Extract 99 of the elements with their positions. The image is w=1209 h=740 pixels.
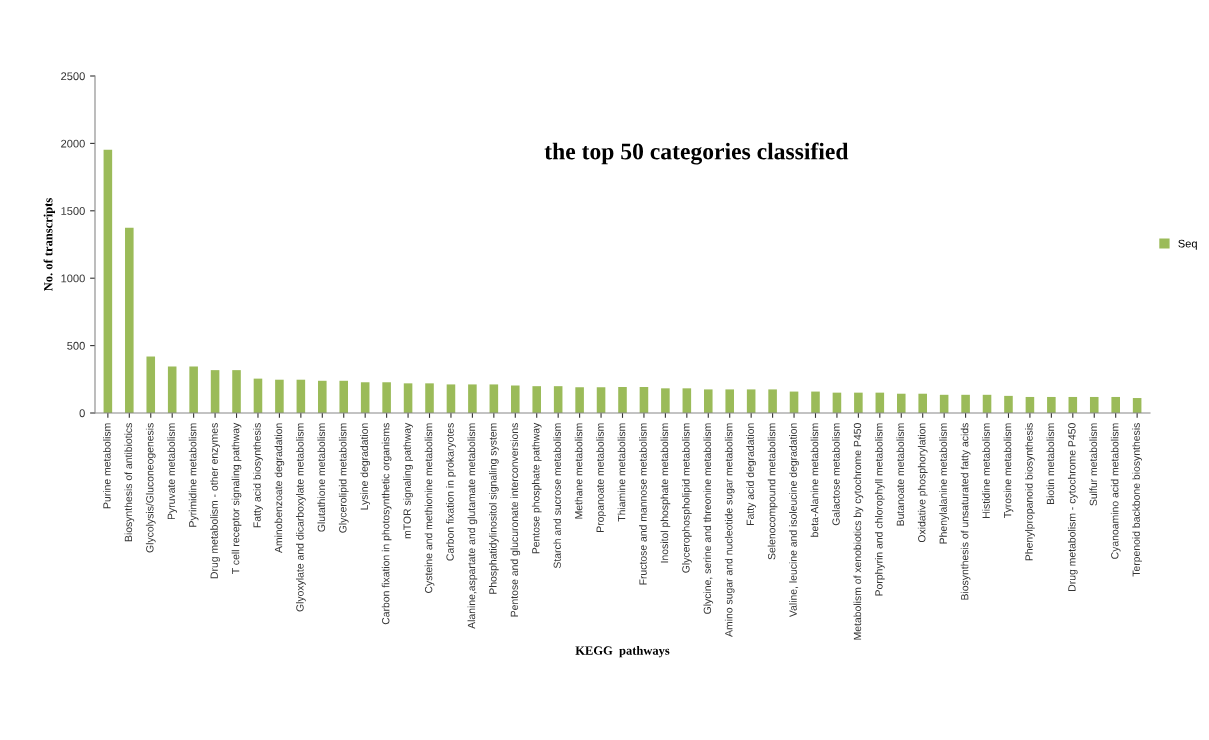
x-tick-label: Pyruvate metabolism [167,423,178,520]
bar [275,379,284,413]
x-tick-label: Inositol phosphate metabolism [660,423,671,563]
x-tick-label: Tyrosine metabolism [1003,423,1014,518]
x-tick-label: Methane metabolism [574,423,583,519]
x-tick-label: Butanoate metabolism [896,423,905,526]
bar [446,384,456,413]
bar [189,366,198,413]
x-tick-label: Glyoxylate and dicarboxylate metabolism [296,423,306,612]
y-tick-label: 2500 [61,72,85,81]
y-tick-label: 0 [79,409,85,418]
x-tick-label: Fatty acid biosynthesis [253,423,263,528]
bar [703,389,713,413]
bar [360,382,370,413]
x-tick-label: Terpenoid backbone biosynthesis [1132,423,1142,577]
x-tick-label: Fructose and mannose metabolism [639,423,647,585]
bar [532,386,542,413]
x-tick-label: Biosynthesis of antibiotics [124,423,135,542]
x-tick-label: Metabolism of xenobiotics by cytochrome P450 [853,423,864,640]
x-tick-label: Glycine, serine and threonine metabolism [703,423,714,614]
x-tick-label: mTOR signaling pathway [403,422,413,539]
bar [918,393,927,413]
x-axis-title: KEGG pathways [575,645,670,658]
bar [511,385,520,413]
bar [1047,396,1056,413]
bar [210,370,220,413]
bar [382,382,391,413]
x-tick-label: Glycerolipid metabolism [338,423,349,533]
legend-label: Seq [1178,239,1197,250]
bar [682,388,692,413]
bar [896,393,906,413]
bar [811,391,820,413]
x-tick-label: Starch and sucrose metabolism [553,423,561,569]
x-tick-label: Valine, leucine and isoleucine degradation [789,423,799,618]
bar [103,149,113,413]
x-tick-label: Oxidative phosphorylation [917,423,928,543]
x-tick-label: Sulfur metabolism [1089,423,1098,506]
bar [318,380,327,413]
bar [1111,396,1120,413]
bar [146,356,156,413]
x-tick-label: Phosphatidylinositol signaling system [488,423,499,594]
x-tick-label: Purine metabolism [103,423,111,509]
x-tick-label: Propanoate metabolism [596,423,606,532]
bar [125,227,134,413]
bar [167,366,177,413]
bar [854,392,863,413]
bar [553,386,563,413]
y-tick-label: 500 [67,341,85,350]
bar [489,384,499,413]
x-tick-label: Alanine,aspartate and glutamate metabolism [467,423,478,629]
bar [725,389,734,413]
bar [746,389,756,413]
y-tick-label: 1500 [61,207,85,215]
text: the top 50 categories classified [544,142,849,165]
x-tick-label: Pentose and glucuronate interconversions [510,423,521,617]
x-tick-label: Glycolysis/Gluconeogenesis [145,423,156,553]
x-tick-label: Aminobenzoate degradation [274,423,285,553]
x-tick-label: T cell receptor signaling pathway [231,422,242,574]
x-tick-label: Pentose phosphate pathway [531,422,542,554]
x-tick-label: Glycerophospholipid metabolism [681,423,692,573]
bar [768,389,777,413]
x-tick-label: Carbon fixation in prokaryotes [446,423,456,561]
x-tick-label: Porphyrin and chlorophyll metabolism [874,423,885,596]
bar [425,383,434,413]
x-tick-label: Fatty acid degradation [746,423,757,525]
x-tick-label: Biosynthesis of unsaturated fatty acids [960,423,971,600]
bar [468,384,477,413]
x-tick-label: Phenylpropanoid biosynthesis [1025,423,1035,561]
x-tick-label: Glutathione metabolism [317,423,326,532]
bar [575,387,584,413]
x-tick-label: Biotin metabolism [1046,423,1055,505]
x-tick-label: Galactose metabolism [832,423,840,526]
bar [403,383,413,413]
x-tick-label: Drug metabolism - cytochrome P450 [1067,423,1078,591]
bar [232,370,241,413]
x-tick-label: Histidine metabolism [982,423,990,518]
y-axis-title: No. of transcripts [43,198,56,291]
x-tick-label: Lysine degradation [360,423,371,510]
x-tick-label: beta-Alanine metabolism [810,423,819,537]
bar [961,394,970,413]
x-tick-label: Cysteine and methionine metabolism [424,423,435,593]
bar [596,387,606,413]
bar [1004,395,1013,413]
x-tick-label: Thiamine metabolism [617,423,626,522]
x-tick-label: Selenocompound metabolism [767,423,778,560]
bar [339,380,349,413]
x-tick-label: Drug metabolism - other enzymes [210,423,220,579]
bar [618,386,627,413]
bar [661,388,670,413]
x-tick-label: Amino sugar and nucleotide sugar metabolism [724,423,735,637]
y-tick-label: 2000 [61,139,85,148]
y-tick-label: 1000 [61,274,85,283]
bar [639,386,649,413]
x-tick-label: Phenylalanine metabolism [939,423,949,544]
bar [1089,396,1099,413]
x-tick-label: Pyrimidine metabolism [188,423,199,527]
x-tick-label: Carbon fixation in photosynthetic organisms [381,423,392,625]
bar [296,379,306,413]
x-tick-label: Cyanoamino acid metabolism [1110,423,1121,559]
